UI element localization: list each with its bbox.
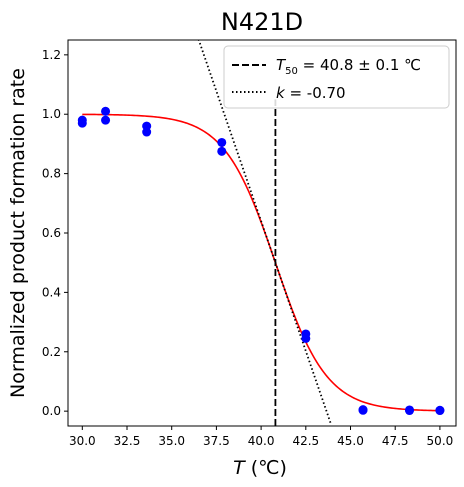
y-axis: 0.0 0.2 0.4 0.6 0.8 1.0 1.2 xyxy=(42,48,68,418)
legend-t50-subscript: 50 xyxy=(285,66,298,77)
x-axis-label-symbol: T xyxy=(233,457,246,479)
y-tick-label: 1.2 xyxy=(42,48,61,62)
x-tick-label: 50.0 xyxy=(427,434,454,448)
data-point xyxy=(301,333,311,343)
y-tick-label: 0.4 xyxy=(42,285,61,299)
x-tick-label: 32.5 xyxy=(114,434,141,448)
legend-t50-symbol: T xyxy=(276,56,287,74)
y-tick-label: 0.2 xyxy=(42,345,61,359)
legend-t50-label: T50 = 40.8 ± 0.1 ℃ xyxy=(276,56,421,77)
x-tick-label: 30.0 xyxy=(69,434,96,448)
data-point xyxy=(101,106,111,116)
x-tick-label: 42.5 xyxy=(292,434,319,448)
legend-box xyxy=(223,45,450,109)
x-tick-label: 45.0 xyxy=(337,434,364,448)
x-axis-label: T (℃) xyxy=(233,457,287,479)
fit-curve xyxy=(82,113,440,412)
y-tick-label: 0.6 xyxy=(42,226,61,240)
data-point xyxy=(435,406,445,416)
y-tick-label: 1.0 xyxy=(42,107,61,121)
x-tick-label: 37.5 xyxy=(203,434,230,448)
y-tick-label: 0.0 xyxy=(42,404,61,418)
x-tick-label: 35.0 xyxy=(158,434,185,448)
x-tick-label: 40.0 xyxy=(248,434,275,448)
data-point xyxy=(217,137,227,147)
data-point xyxy=(101,115,111,125)
legend: T50 = 40.8 ± 0.1 ℃ k = -0.70 xyxy=(223,45,450,109)
data-point xyxy=(142,127,152,137)
legend-t50-value: = 40.8 ± 0.1 ℃ xyxy=(298,56,421,74)
data-point xyxy=(217,146,227,156)
data-point xyxy=(77,118,87,128)
data-point xyxy=(405,406,415,416)
legend-k-label: k = -0.70 xyxy=(276,84,346,102)
legend-k-value: = -0.70 xyxy=(285,84,346,102)
x-tick-label: 47.5 xyxy=(382,434,409,448)
chart-title: N421D xyxy=(221,8,303,36)
y-axis-label: Normalized product formation rate xyxy=(7,68,29,398)
y-tick-label: 0.8 xyxy=(42,167,61,181)
data-point xyxy=(358,405,368,415)
x-axis: 30.0 32.5 35.0 37.5 40.0 42.5 45.0 47.5 50.0 xyxy=(69,426,453,448)
plot-content xyxy=(77,40,445,426)
legend-k-symbol: k xyxy=(276,84,286,102)
x-axis-label-unit: (℃) xyxy=(245,457,287,479)
